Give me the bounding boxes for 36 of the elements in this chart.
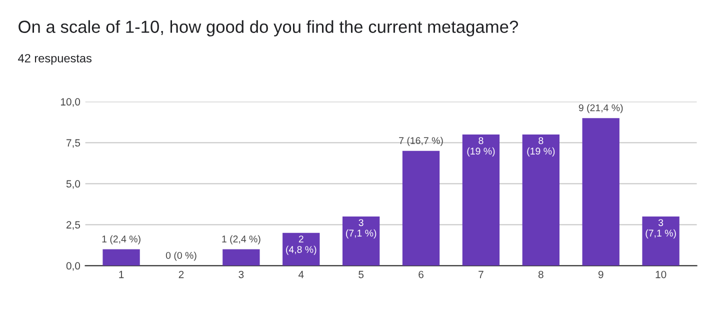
bar xyxy=(462,134,500,266)
data-label: 3 (7,1 %) xyxy=(646,219,676,238)
x-tick-label: 9 xyxy=(598,270,604,278)
y-tick-label: 5,0 xyxy=(66,180,80,189)
chart-title: On a scale of 1-10, how good do you find the current metagame? xyxy=(18,20,518,36)
y-tick-label: 0,0 xyxy=(66,262,80,271)
bar xyxy=(402,150,440,266)
data-label: 8 (19 %) xyxy=(467,137,495,156)
x-tick-label: 4 xyxy=(298,270,304,278)
bar xyxy=(522,134,560,266)
bar xyxy=(642,216,680,266)
data-label: 1 (2,4 %) xyxy=(102,235,140,244)
x-tick-label: 1 xyxy=(119,270,124,278)
data-label: 1 (2,4 %) xyxy=(222,235,260,244)
bar xyxy=(582,118,620,266)
data-label: 8 (19 %) xyxy=(527,137,555,156)
data-label: 7 (16,7 %) xyxy=(399,136,443,146)
x-tick-label: 3 xyxy=(238,270,244,278)
bar xyxy=(222,249,260,266)
x-tick-label: 2 xyxy=(178,270,184,278)
bar xyxy=(282,232,320,266)
bar xyxy=(342,216,380,266)
data-label: 3 (7,1 %) xyxy=(346,219,376,238)
x-tick-label: 6 xyxy=(418,270,424,278)
x-tick-label: 7 xyxy=(478,270,484,278)
data-label: 9 (21,4 %) xyxy=(578,104,623,114)
bar xyxy=(102,249,140,266)
y-tick-label: 10,0 xyxy=(60,98,80,107)
chart-subtitle: 42 respuestas xyxy=(18,54,92,65)
y-tick-label: 2,5 xyxy=(66,221,80,230)
data-label: 2 (4,8 %) xyxy=(286,236,316,255)
x-tick-label: 5 xyxy=(358,270,364,278)
x-tick-label: 8 xyxy=(538,270,544,278)
x-tick-label: 10 xyxy=(656,270,666,278)
data-label: 0 (0 %) xyxy=(166,252,196,261)
y-tick-label: 7,5 xyxy=(66,139,80,148)
